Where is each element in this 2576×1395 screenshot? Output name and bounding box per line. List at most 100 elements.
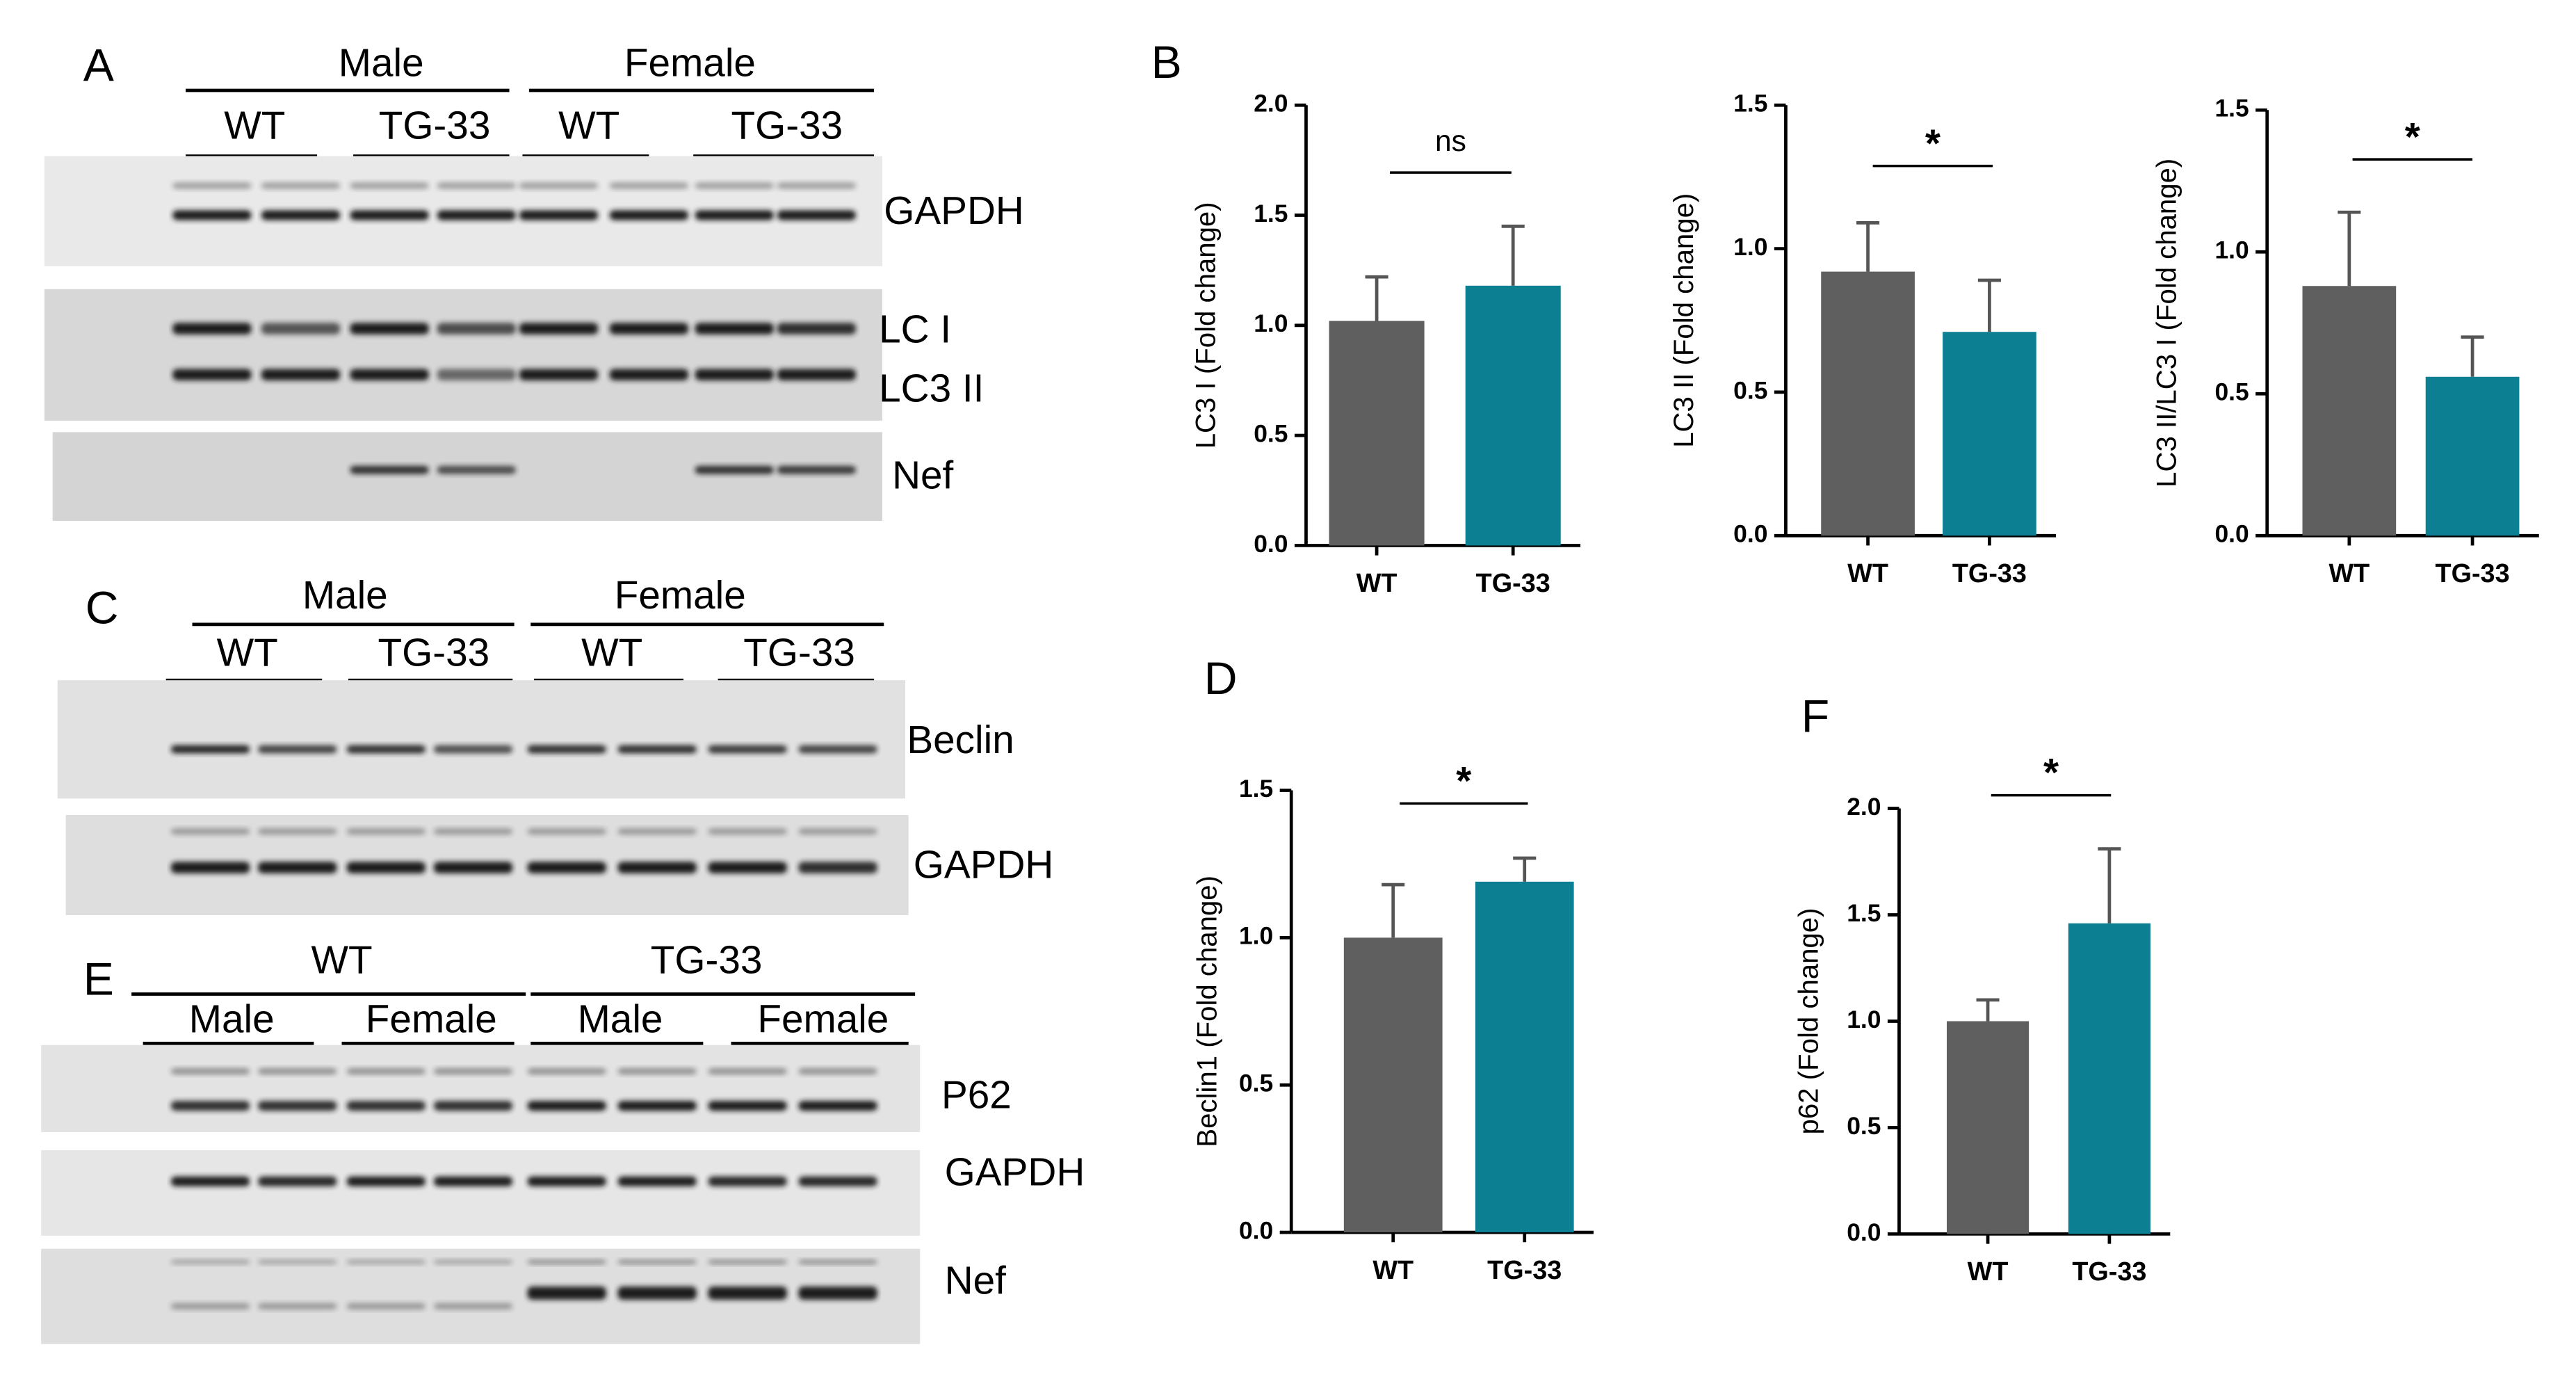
subgroup-label: WT: [558, 104, 619, 147]
blot-band: [708, 1287, 787, 1300]
y-tick-label: 0.0: [1847, 1218, 1881, 1246]
blot-band: [258, 1176, 337, 1186]
panel-letter: A: [83, 40, 114, 92]
blot-band: [527, 1101, 606, 1111]
y-tick-label: 1.5: [1733, 90, 1767, 118]
significance-label: *: [2405, 115, 2420, 159]
subgroup-label: Female: [366, 998, 497, 1042]
blot-band: [708, 1067, 787, 1075]
blot-band: [617, 745, 697, 754]
y-tick-label: 1.0: [1254, 309, 1288, 337]
y-tick-label: 1.5: [2214, 95, 2249, 122]
blot-band: [172, 323, 252, 334]
blot-band: [617, 862, 697, 873]
blot-band: [617, 1067, 697, 1075]
significance-label: *: [1456, 759, 1471, 803]
blot-band: [346, 745, 426, 754]
blot-band: [798, 1287, 877, 1300]
blot-band: [437, 465, 516, 474]
blot-band: [798, 828, 877, 835]
y-tick-label: 2.0: [1254, 90, 1288, 118]
x-tick-label: WT: [1372, 1256, 1413, 1285]
y-tick-label: 1.5: [1254, 200, 1288, 227]
blot-band: [798, 1176, 877, 1186]
blot-band: [261, 369, 341, 380]
band-label: GAPDH: [914, 844, 1054, 887]
blot-band: [170, 1067, 250, 1075]
blot-band: [172, 369, 252, 380]
significance-label: *: [1925, 122, 1941, 166]
blot-band: [437, 369, 516, 380]
blot-band: [346, 828, 426, 835]
blot-band: [777, 182, 857, 189]
subgroup-label: TG-33: [378, 631, 490, 675]
blot-band: [617, 1259, 697, 1265]
blot-band: [433, 745, 513, 754]
blot-band: [527, 1259, 606, 1265]
y-tick-label: 0.5: [2214, 378, 2249, 406]
y-tick-label: 1.0: [2214, 236, 2249, 264]
blot-band: [519, 323, 599, 334]
blot-band: [777, 210, 857, 220]
y-tick-label: 1.5: [1239, 775, 1273, 803]
x-tick-label: WT: [1968, 1257, 2009, 1287]
blot-band: [777, 465, 857, 474]
group-label: Male: [339, 41, 424, 85]
blot-band: [261, 182, 341, 189]
blot-band: [527, 745, 606, 754]
band-label: GAPDH: [884, 189, 1024, 233]
band-label: Nef: [892, 454, 953, 498]
blot-band: [798, 862, 877, 873]
panel-letter: B: [1151, 37, 1182, 88]
blot-band: [172, 210, 252, 220]
subgroup-label: WT: [217, 631, 278, 675]
blot-band: [172, 182, 252, 189]
subgroup-label: Male: [189, 998, 275, 1042]
blot-band: [527, 1067, 606, 1075]
y-tick-label: 0.0: [1254, 530, 1288, 558]
blot-band: [695, 369, 774, 380]
y-tick-label: 0.5: [1733, 376, 1767, 404]
x-tick-label: WT: [1356, 569, 1398, 598]
blot-band: [777, 323, 857, 334]
subgroup-label: TG-33: [731, 104, 843, 147]
blot-band: [170, 1101, 250, 1111]
blot-image: [41, 1150, 921, 1236]
bar: [1343, 937, 1443, 1233]
y-tick-label: 0.5: [1847, 1112, 1881, 1140]
blot-band: [433, 828, 513, 835]
subgroup-label: WT: [224, 104, 285, 147]
blot-band: [258, 1067, 337, 1075]
blot-band: [695, 465, 774, 474]
blot-band: [527, 862, 606, 873]
blot-band: [258, 1101, 337, 1111]
blot-band: [695, 210, 774, 220]
y-tick-label: 2.0: [1847, 793, 1881, 821]
group-label: WT: [311, 939, 372, 983]
y-tick-label: 0.5: [1239, 1070, 1273, 1097]
blot-band: [258, 1259, 337, 1265]
blot-image: [41, 1045, 921, 1132]
blot-band: [798, 1101, 877, 1111]
blot-band: [261, 323, 341, 334]
blot-band: [798, 1067, 877, 1075]
blot-band: [170, 1176, 250, 1186]
band-label: P62: [941, 1073, 1012, 1117]
blot-band: [617, 1176, 697, 1186]
bar: [1946, 1021, 2030, 1234]
blot-band: [708, 1176, 787, 1186]
x-tick-label: WT: [2328, 559, 2370, 588]
y-tick-label: 0.5: [1254, 419, 1288, 447]
panel-letter: E: [83, 953, 114, 1005]
group-label: Male: [302, 574, 388, 618]
blot-band: [170, 745, 250, 754]
bar: [1329, 321, 1425, 546]
blot-band: [433, 1303, 513, 1310]
x-tick-label: TG-33: [2072, 1257, 2146, 1287]
blot-band: [617, 1101, 697, 1111]
blot-band: [261, 210, 341, 220]
blot-band: [617, 1287, 697, 1300]
subgroup-label: WT: [581, 631, 642, 675]
